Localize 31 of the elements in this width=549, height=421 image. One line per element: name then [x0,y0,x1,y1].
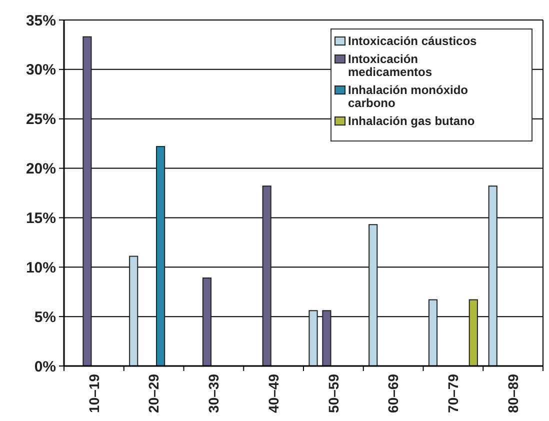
y-tick-label: 20% [26,160,56,178]
bar [202,278,212,366]
x-tick-label: 30–39 [206,374,222,413]
bar [156,146,166,366]
bar [322,310,332,366]
legend-label: Intoxicación cáusticos [348,34,478,48]
x-tick-label: 80–89 [504,374,521,413]
legend-label: Inhalación monóxido carbono [348,83,468,110]
bar [488,186,498,366]
x-tick-label: 20–29 [146,374,162,413]
bar [308,310,318,366]
bar [468,299,478,366]
x-tick-label: 70–79 [445,374,462,413]
y-tick-label: 25% [26,111,56,128]
bar [129,256,138,366]
y-tick-label: 35% [26,12,56,30]
x-tick-label: 60–69 [385,374,402,413]
bar [428,299,438,366]
y-tick-label: 15% [26,210,56,227]
bar [82,36,92,366]
y-tick-label: 30% [26,62,56,79]
legend-label: Intoxicación medicamentos [348,52,432,79]
x-tick-label: 10–19 [86,374,102,413]
y-tick-label: 0% [34,358,56,376]
y-tick-label: 10% [26,259,56,276]
bar [368,224,378,366]
x-tick-label: 40–49 [265,374,282,413]
y-tick-label: 5% [34,308,56,326]
legend-label: Inhalación gas butano [348,114,475,128]
x-tick-label: 50–59 [325,374,342,413]
bar [262,186,272,366]
